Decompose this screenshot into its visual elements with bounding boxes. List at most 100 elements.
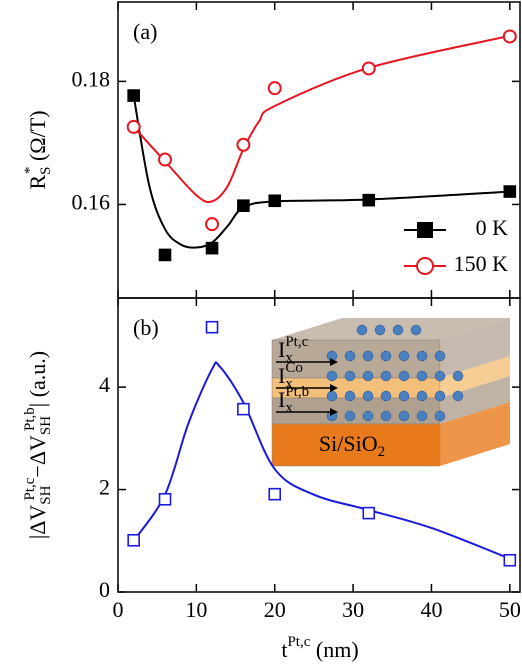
x-tick-label: 0 <box>113 597 124 622</box>
marker <box>363 195 374 206</box>
inset-atom <box>381 411 391 421</box>
inset-atom <box>327 371 337 381</box>
inset-atom <box>411 325 421 335</box>
inset-atom <box>417 351 427 361</box>
inset-atom <box>363 351 373 361</box>
y-tick-label: 0.18 <box>72 66 111 91</box>
y-axis-label-part: SH <box>38 416 54 435</box>
inset-atom <box>453 391 463 401</box>
inset-atom <box>381 391 391 401</box>
fit-line <box>134 96 510 248</box>
panel-label: (b) <box>133 315 159 340</box>
marker <box>269 489 280 500</box>
inset-current-label-part: I <box>278 363 285 388</box>
inset-layer <box>272 398 440 424</box>
marker <box>504 186 515 197</box>
marker <box>160 494 171 505</box>
inset-current-label-part: Co <box>285 360 303 376</box>
legend-label: 150 K <box>454 251 509 276</box>
legend-label: 0 K <box>476 215 509 240</box>
inset-atom <box>363 371 373 381</box>
y-axis-label: |ΔVSHPt,c−ΔVSHPt,b| (a.u.) <box>22 351 54 539</box>
inset-current-label-part: Pt,b <box>285 384 309 400</box>
inset-atom <box>375 325 385 335</box>
x-tick-label: 30 <box>342 597 364 622</box>
inset-atom <box>345 351 355 361</box>
inset-substrate-label-part: Si/SiO <box>319 431 378 456</box>
marker <box>207 322 218 333</box>
inset-atom <box>327 391 337 401</box>
inset-atom <box>381 371 391 381</box>
y-axis-label-part: −ΔV <box>25 435 50 478</box>
inset-atom <box>435 391 445 401</box>
inset-atom <box>399 351 409 361</box>
y-tick-label: 4 <box>99 372 110 397</box>
y-axis-label-part: |ΔV <box>25 505 50 540</box>
y-axis-label-part: S <box>38 167 54 175</box>
inset-atom <box>345 411 355 421</box>
x-tick-label: 10 <box>185 597 207 622</box>
marker <box>238 200 249 211</box>
inset-atom <box>417 411 427 421</box>
inset-atom <box>399 391 409 401</box>
y-tick-label: 0 <box>99 577 110 602</box>
inset-current-label-part: x <box>285 400 293 416</box>
y-tick-label: 2 <box>99 475 110 500</box>
inset-atom <box>357 325 367 335</box>
panel-label: (a) <box>133 19 157 44</box>
x-tick-label: 50 <box>499 597 521 622</box>
y-axis-label-part: SH <box>38 485 54 504</box>
inset-atom <box>399 411 409 421</box>
x-axis-label-part: (nm) <box>310 637 358 662</box>
inset-current-label-part: Pt,c <box>285 334 308 350</box>
marker <box>269 195 280 206</box>
inset-atom <box>381 351 391 361</box>
x-tick-label: 40 <box>420 597 442 622</box>
y-axis-label-part: | (a.u.) <box>25 351 50 407</box>
inset-atom <box>453 371 463 381</box>
inset-atom <box>345 391 355 401</box>
inset-current-label-part: I <box>278 337 285 362</box>
marker <box>504 555 515 566</box>
inset-current-label-part: I <box>278 387 285 412</box>
fit-line <box>134 36 510 202</box>
inset-atom <box>363 411 373 421</box>
marker <box>207 243 218 254</box>
y-axis-label-part: * <box>22 167 38 175</box>
marker <box>363 508 374 519</box>
inset-atom <box>345 371 355 381</box>
marker <box>238 404 249 415</box>
y-axis-label-part: (Ω/T) <box>25 110 50 166</box>
y-axis-label-part: R <box>25 175 50 190</box>
inset-atom <box>417 371 427 381</box>
marker <box>363 62 375 74</box>
inset-atom <box>393 325 403 335</box>
inset-substrate-label: Si/SiO2 <box>319 431 385 460</box>
x-axis-label-part: Pt,c <box>287 634 310 650</box>
marker <box>159 154 171 166</box>
marker <box>160 249 171 260</box>
legend-marker <box>418 223 432 237</box>
y-tick-label: 0.16 <box>72 190 111 215</box>
inset-atom <box>435 411 445 421</box>
marker <box>128 121 140 133</box>
inset-atom <box>399 371 409 381</box>
x-axis-label: tPt,c (nm) <box>281 634 358 662</box>
marker <box>504 30 516 42</box>
inset-atom <box>363 391 373 401</box>
legend-marker <box>417 258 433 274</box>
marker <box>128 535 139 546</box>
y-axis-label-part: Pt,b <box>22 407 38 431</box>
figure: 0.16 0.18 (a) RS* (Ω/T) 0 K 150 K 0 10 20 30 40 50 0… <box>0 0 522 670</box>
marker <box>269 82 281 94</box>
marker <box>237 139 249 151</box>
inset-atom <box>435 351 445 361</box>
marker <box>128 90 139 101</box>
y-axis-label-part: Pt,c <box>22 477 38 500</box>
y-axis-label: RS* (Ω/T) <box>22 110 54 189</box>
inset-atom <box>435 371 445 381</box>
x-tick-label: 20 <box>264 597 286 622</box>
marker <box>206 218 218 230</box>
inset-substrate-label-part: 2 <box>378 444 386 460</box>
inset-atom <box>417 391 427 401</box>
